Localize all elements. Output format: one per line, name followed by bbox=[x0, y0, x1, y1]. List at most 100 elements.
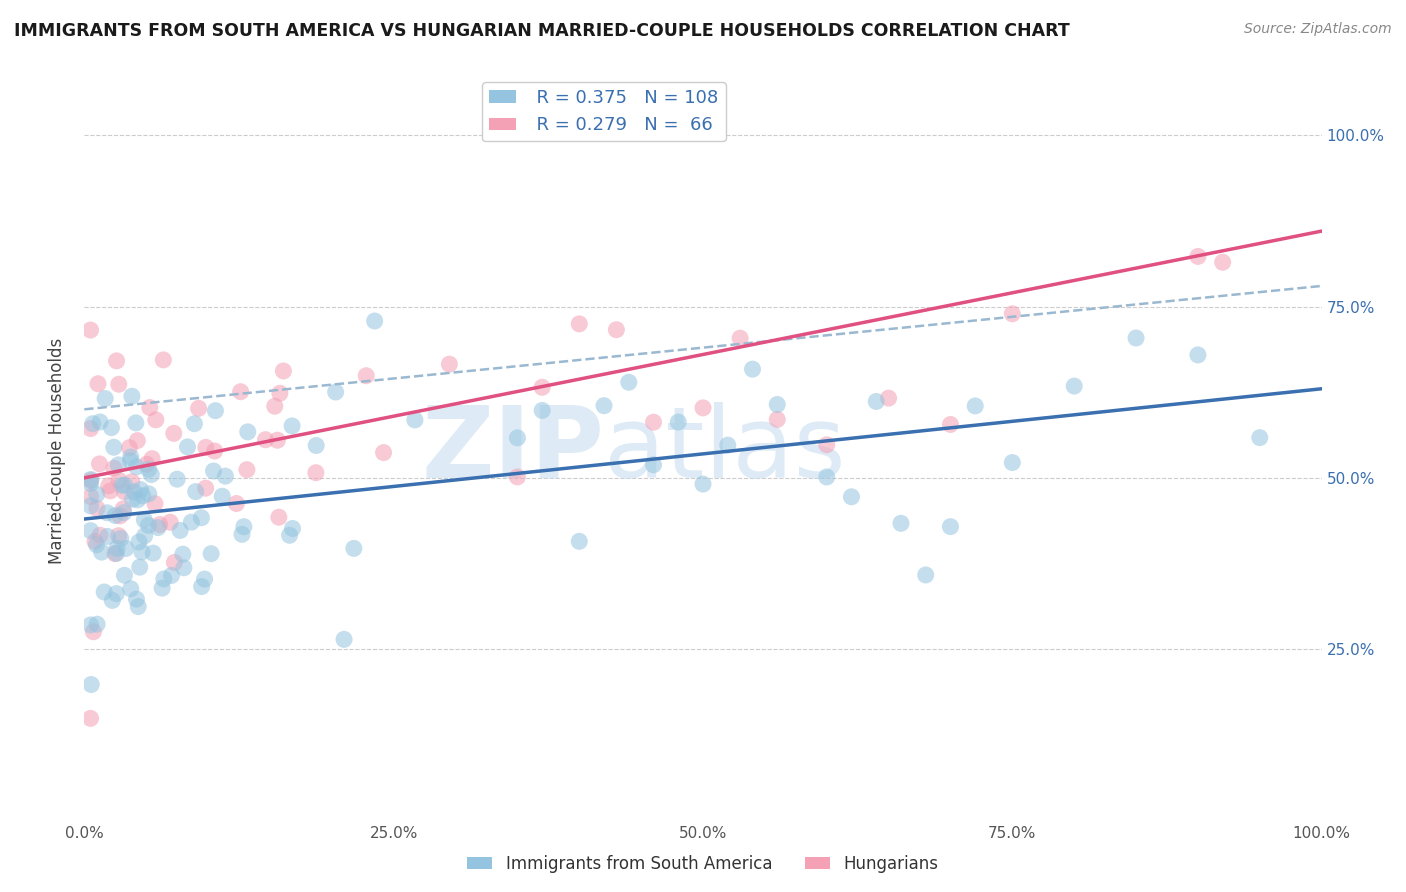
Point bbox=[506, 431, 529, 445]
Point bbox=[728, 331, 751, 345]
Point bbox=[97, 479, 120, 493]
Point bbox=[605, 323, 627, 337]
Point bbox=[132, 489, 155, 503]
Point bbox=[124, 484, 146, 499]
Point bbox=[134, 513, 156, 527]
Point bbox=[1212, 255, 1234, 269]
Point bbox=[617, 376, 640, 390]
Point bbox=[142, 546, 165, 560]
Point bbox=[229, 384, 252, 399]
Point bbox=[173, 560, 195, 574]
Point bbox=[79, 476, 101, 491]
Point bbox=[236, 425, 259, 439]
Point bbox=[115, 541, 138, 556]
Point bbox=[373, 445, 395, 459]
Point bbox=[278, 528, 301, 542]
Point bbox=[183, 417, 205, 431]
Point bbox=[439, 357, 461, 371]
Point bbox=[111, 478, 134, 492]
Point bbox=[86, 538, 108, 552]
Text: IMMIGRANTS FROM SOUTH AMERICA VS HUNGARIAN MARRIED-COUPLE HOUSEHOLDS CORRELATION: IMMIGRANTS FROM SOUTH AMERICA VS HUNGARI… bbox=[14, 22, 1070, 40]
Point bbox=[266, 433, 288, 447]
Point bbox=[176, 440, 198, 454]
Point bbox=[86, 487, 108, 501]
Point bbox=[98, 483, 121, 498]
Point bbox=[180, 515, 202, 529]
Point bbox=[80, 677, 103, 691]
Point bbox=[121, 492, 143, 507]
Point bbox=[531, 380, 554, 394]
Point bbox=[965, 399, 987, 413]
Point bbox=[169, 524, 191, 538]
Point bbox=[841, 490, 863, 504]
Point bbox=[120, 450, 142, 464]
Point bbox=[766, 397, 789, 411]
Point bbox=[127, 434, 149, 448]
Point bbox=[643, 458, 665, 472]
Point bbox=[125, 592, 148, 607]
Point bbox=[89, 415, 111, 429]
Point bbox=[692, 401, 714, 415]
Point bbox=[135, 457, 157, 471]
Point bbox=[86, 501, 108, 516]
Point bbox=[865, 394, 887, 409]
Point bbox=[128, 535, 150, 549]
Point bbox=[145, 413, 167, 427]
Point bbox=[108, 473, 131, 487]
Point bbox=[118, 441, 141, 455]
Point bbox=[305, 438, 328, 452]
Point bbox=[190, 580, 212, 594]
Point bbox=[93, 585, 115, 599]
Point bbox=[120, 454, 142, 468]
Legend:   R = 0.375   N = 108,   R = 0.279   N =  66: R = 0.375 N = 108, R = 0.279 N = 66 bbox=[482, 82, 725, 141]
Point bbox=[231, 527, 253, 541]
Point bbox=[80, 472, 103, 486]
Point bbox=[79, 499, 101, 513]
Point bbox=[211, 489, 233, 503]
Point bbox=[194, 441, 217, 455]
Point bbox=[593, 399, 616, 413]
Point bbox=[194, 481, 217, 495]
Point bbox=[254, 433, 277, 447]
Point bbox=[138, 462, 160, 476]
Point bbox=[105, 586, 128, 600]
Point bbox=[131, 545, 153, 559]
Point bbox=[96, 506, 118, 520]
Point bbox=[354, 368, 377, 383]
Point bbox=[166, 472, 188, 486]
Point bbox=[84, 534, 107, 549]
Point bbox=[141, 451, 163, 466]
Point bbox=[103, 461, 125, 475]
Point bbox=[86, 617, 108, 632]
Point bbox=[104, 508, 127, 523]
Point bbox=[97, 529, 120, 543]
Point bbox=[692, 477, 714, 491]
Point bbox=[1249, 431, 1271, 445]
Point bbox=[225, 496, 247, 510]
Point bbox=[506, 470, 529, 484]
Point bbox=[531, 403, 554, 417]
Point bbox=[138, 518, 160, 533]
Point bbox=[105, 546, 128, 560]
Point bbox=[79, 323, 101, 337]
Point bbox=[273, 364, 295, 378]
Point bbox=[1187, 249, 1209, 263]
Point bbox=[200, 547, 222, 561]
Point bbox=[82, 417, 104, 431]
Point bbox=[1125, 331, 1147, 345]
Point bbox=[79, 490, 101, 504]
Point bbox=[204, 444, 226, 458]
Point bbox=[100, 420, 122, 434]
Point bbox=[666, 415, 689, 429]
Point bbox=[766, 412, 789, 426]
Text: ZIP: ZIP bbox=[422, 402, 605, 499]
Point bbox=[127, 492, 149, 507]
Point bbox=[143, 497, 166, 511]
Point bbox=[138, 487, 160, 501]
Point bbox=[108, 508, 131, 523]
Point bbox=[741, 362, 763, 376]
Point bbox=[163, 426, 186, 441]
Point bbox=[128, 560, 150, 574]
Point bbox=[112, 506, 135, 520]
Point bbox=[643, 415, 665, 429]
